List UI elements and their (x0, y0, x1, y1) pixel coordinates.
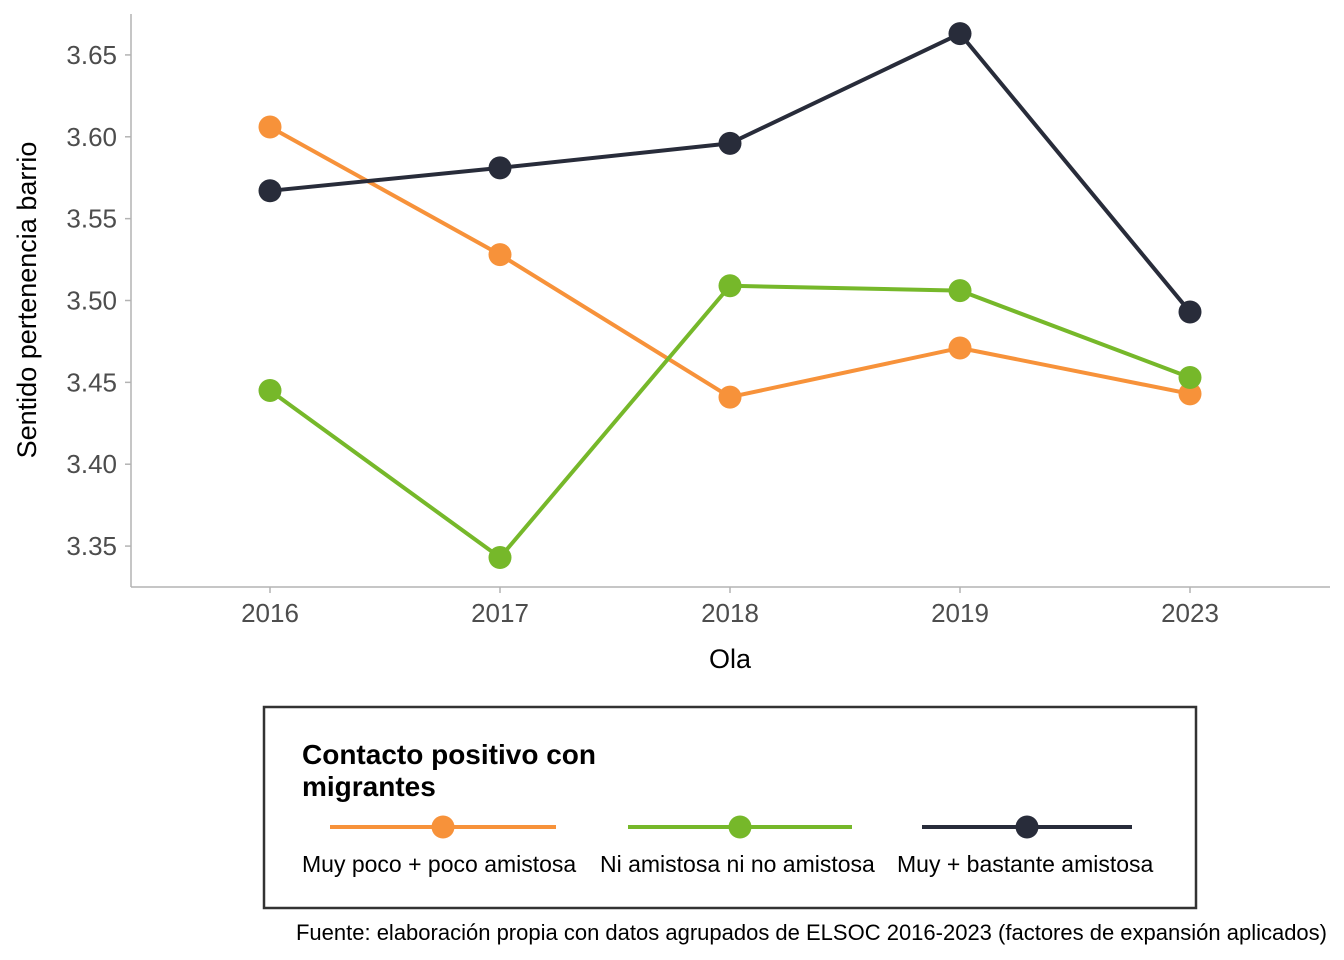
y-tick-label: 3.35 (66, 531, 117, 561)
y-ticks: 3.35 3.40 3.45 3.50 3.55 3.60 3.65 (66, 40, 131, 561)
y-tick-label: 3.60 (66, 122, 117, 152)
legend-box (262, 705, 1198, 910)
data-point (1178, 382, 1202, 406)
legend-label: Muy poco + poco amistosa (302, 851, 576, 877)
x-tick-label: 2018 (701, 598, 759, 628)
axes (130, 14, 1330, 588)
y-tick-label: 3.45 (66, 367, 117, 397)
data-point (718, 131, 742, 155)
legend-key-point (1015, 815, 1039, 839)
data-point (258, 179, 282, 203)
series-2 (258, 274, 1202, 570)
data-point (718, 274, 742, 298)
legend-title-line-2: migrantes (302, 771, 436, 802)
data-point (488, 243, 512, 267)
x-tick-label: 2016 (241, 598, 299, 628)
x-ticks: 2016 2017 2018 2019 2023 (241, 587, 1219, 628)
x-tick-label: 2017 (471, 598, 529, 628)
series-line (269, 31, 1192, 314)
series-3 (258, 22, 1202, 324)
legend-label: Ni amistosa ni no amistosa (600, 851, 875, 877)
series-line (268, 283, 1191, 560)
series-1 (258, 115, 1202, 409)
legend-keys: Muy poco + poco amistosa Ni amistosa ni n… (302, 815, 1154, 877)
data-point (1178, 365, 1202, 389)
y-tick-label: 3.50 (66, 286, 117, 316)
y-tick-label: 3.40 (66, 449, 117, 479)
x-tick-label: 2023 (1161, 598, 1219, 628)
data-point (488, 156, 512, 180)
legend-key-point (431, 815, 455, 839)
x-axis-title: Ola (709, 644, 752, 674)
data-point (488, 546, 512, 570)
legend: Contacto positivo con migrantes Muy poco… (262, 705, 1198, 910)
data-point (948, 336, 972, 360)
x-tick-label: 2019 (931, 598, 989, 628)
legend-label: Muy + bastante amistosa (897, 851, 1154, 877)
data-point (258, 115, 282, 139)
series-line (269, 125, 1191, 400)
caption: Fuente: elaboración propia con datos agr… (296, 920, 1327, 945)
y-tick-label: 3.55 (66, 204, 117, 234)
data-point (1178, 300, 1202, 324)
series-layer (258, 22, 1202, 570)
data-point (718, 385, 742, 409)
data-point (948, 279, 972, 303)
legend-key-point (728, 815, 752, 839)
data-point (948, 22, 972, 46)
data-point (258, 379, 282, 403)
y-axis-title: Sentido pertenencia barrio (12, 142, 42, 459)
legend-title-line-1: Contacto positivo con (302, 739, 596, 770)
y-tick-label: 3.65 (66, 40, 117, 70)
